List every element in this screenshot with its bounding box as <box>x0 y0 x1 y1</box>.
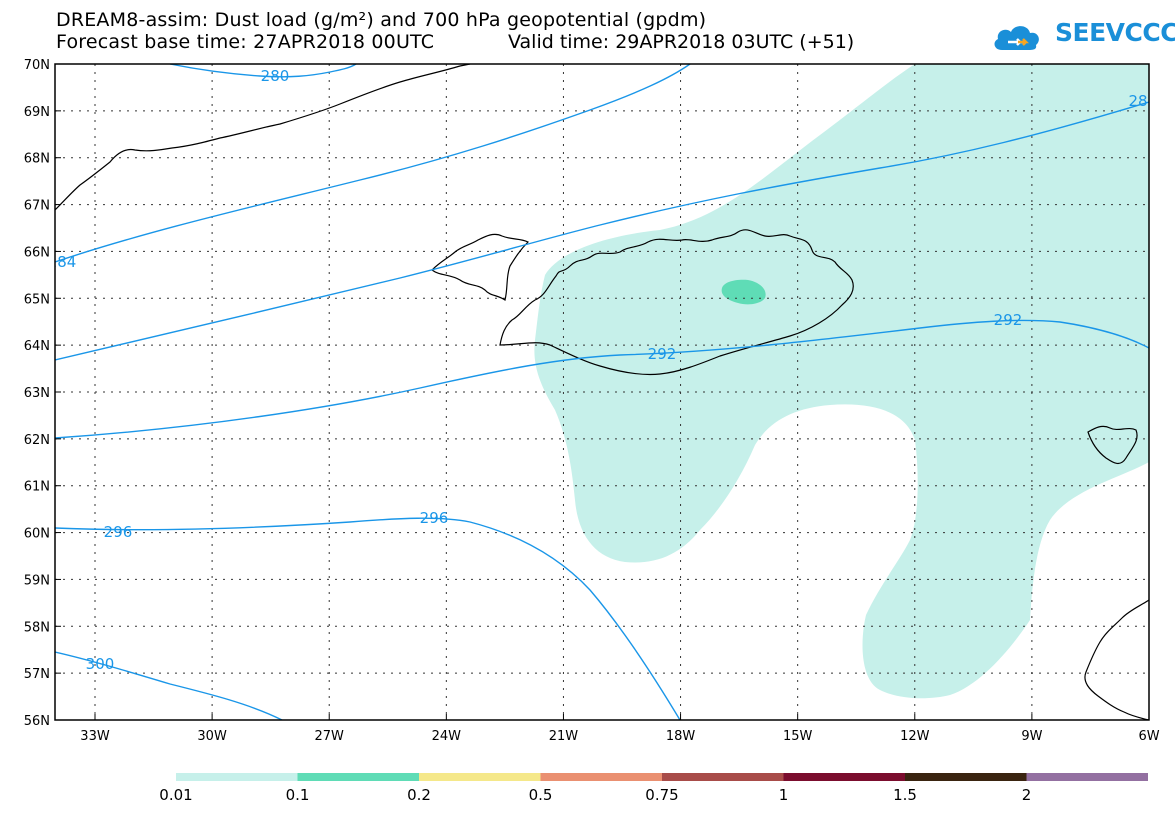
lon-label: 27W <box>315 729 345 744</box>
contour-label: 28 <box>1128 92 1147 110</box>
colorbar-label: 0.5 <box>529 786 553 804</box>
lat-label: 59N <box>24 573 50 588</box>
geopotential-contours <box>55 64 1149 720</box>
lat-label: 69N <box>24 105 50 120</box>
contour-label: 292 <box>994 311 1023 329</box>
contour-300 <box>55 651 283 720</box>
colorbar-label: 2 <box>1022 786 1032 804</box>
lat-label: 57N <box>24 667 50 682</box>
contour-296 <box>55 517 681 720</box>
colorbar-label: 0.01 <box>159 786 192 804</box>
colorbar-label: 0.2 <box>407 786 431 804</box>
lat-label: 65N <box>24 292 50 307</box>
chart-title: DREAM8-assim: Dust load (g/m²) and 700 h… <box>56 9 707 31</box>
iceland-westfjords <box>431 233 530 302</box>
colorbar-segment <box>1026 773 1149 781</box>
iceland-coastline <box>499 229 854 376</box>
longitude-labels: 33W 30W 27W 24W 21W 18W 15W 12W 9W 6W <box>80 714 1160 744</box>
lon-label: 24W <box>432 729 462 744</box>
lat-label: 58N <box>24 620 50 635</box>
lat-label: 68N <box>24 152 50 167</box>
colorbar-segment <box>662 773 784 781</box>
contour-label: 292 <box>648 345 677 363</box>
lat-label: 64N <box>24 339 50 354</box>
forecast-base-time: Forecast base time: 27APR2018 00UTC <box>56 31 435 53</box>
colorbar-label: 0.1 <box>286 786 310 804</box>
contour-label: 300 <box>86 655 115 673</box>
contour-label: 280 <box>261 67 290 85</box>
latitude-labels: 70N 69N 68N 67N 66N 65N 64N 63N 62N 61N 60N 59N 58N 5… <box>24 58 61 729</box>
colorbar-segment <box>176 773 298 781</box>
lon-label: 33W <box>80 729 110 744</box>
lat-label: 66N <box>24 245 50 260</box>
contour-labels: 280 284 28 292 292 296 296 300 <box>48 67 1148 673</box>
lat-label: 61N <box>24 480 50 495</box>
greenland-coastline <box>55 64 471 211</box>
colorbar: 0.01 0.1 0.2 0.5 0.75 1 1.5 2 <box>159 773 1175 804</box>
colorbar-segment <box>905 773 1027 781</box>
lat-label: 62N <box>24 433 50 448</box>
colorbar-segment <box>540 773 663 781</box>
colorbar-segment <box>297 773 420 781</box>
lat-label: 70N <box>24 58 50 73</box>
dust-area-mid <box>721 279 766 305</box>
map-area: 280 284 28 292 292 296 296 300 <box>48 64 1149 720</box>
scotland-coastline <box>1084 599 1149 720</box>
lon-label: 12W <box>900 729 930 744</box>
grid-lines <box>55 64 1149 720</box>
colorbar-label: 1 <box>779 786 789 804</box>
lat-label: 67N <box>24 199 50 214</box>
faroe-islands <box>1087 425 1138 465</box>
lon-label: 15W <box>783 729 813 744</box>
contour-label: 284 <box>48 253 77 271</box>
logo-text: SEEVCCC <box>1055 18 1175 47</box>
contour-284 <box>55 64 691 263</box>
dust-area-low <box>534 64 1149 699</box>
seevccc-logo <box>990 16 1170 56</box>
coastlines <box>55 64 1149 720</box>
lon-label: 30W <box>197 729 227 744</box>
lon-label: 21W <box>549 729 579 744</box>
colorbar-segment <box>1148 773 1175 781</box>
lon-label: 9W <box>1021 729 1042 744</box>
contour-292 <box>55 319 1149 439</box>
lat-label: 63N <box>24 386 50 401</box>
lon-label: 18W <box>666 729 696 744</box>
lat-label: 56N <box>24 714 50 729</box>
contour-label: 296 <box>104 523 133 541</box>
colorbar-label: 1.5 <box>893 786 917 804</box>
cloud-icon <box>994 26 1039 50</box>
lat-label: 60N <box>24 527 50 542</box>
contour-label: 296 <box>420 509 449 527</box>
contour-280 <box>169 64 357 78</box>
colorbar-label: 0.75 <box>645 786 678 804</box>
contour-288 <box>55 101 1149 361</box>
valid-time: Valid time: 29APR2018 03UTC (+51) <box>508 31 855 53</box>
lon-label: 6W <box>1138 729 1159 744</box>
colorbar-segment <box>419 773 541 781</box>
colorbar-segment <box>783 773 906 781</box>
